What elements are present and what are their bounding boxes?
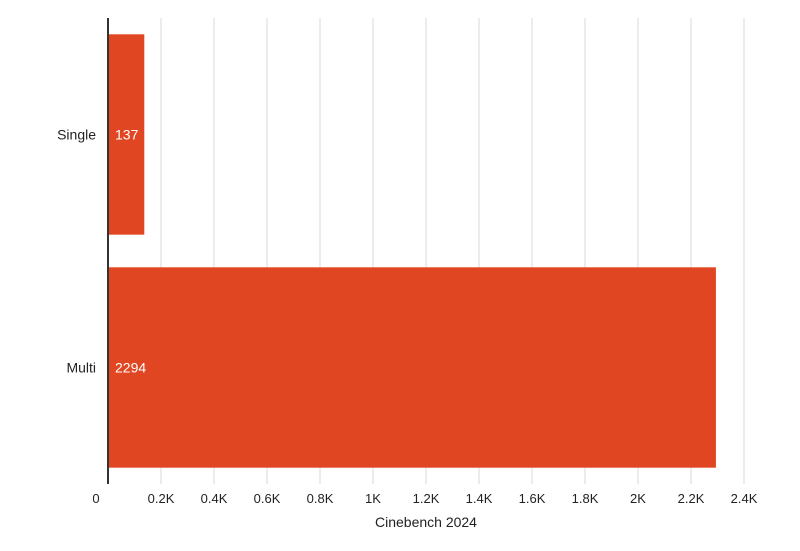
x-tick-label: 0.4K <box>201 491 228 506</box>
x-tick-label: 1.8K <box>572 491 599 506</box>
x-tick-label: 2.4K <box>731 491 758 506</box>
x-axis-ticks: 0 0.2K 0.4K 0.6K 0.8K 1K 1.2K 1.4K 1.6K 1.8K 2K 2.2… <box>92 491 757 506</box>
bars: 137 Single 2294 Multi <box>57 34 716 468</box>
x-tick-label: 0.8K <box>307 491 334 506</box>
x-tick-label: 1K <box>365 491 381 506</box>
x-tick-label: 2K <box>630 491 646 506</box>
bar-single <box>108 34 145 235</box>
x-tick-label: 0.2K <box>148 491 175 506</box>
category-label: Single <box>57 127 96 143</box>
x-tick-label: 1.4K <box>466 491 493 506</box>
x-tick-label: 1.6K <box>519 491 546 506</box>
x-tick-label: 2.2K <box>678 491 705 506</box>
category-label: Multi <box>66 360 96 376</box>
x-tick-label: 0.6K <box>254 491 281 506</box>
x-axis-title: Cinebench 2024 <box>375 514 477 530</box>
x-tick-label: 0 <box>92 491 99 506</box>
bar-value-label: 137 <box>115 127 139 143</box>
x-tick-label: 1.2K <box>413 491 440 506</box>
bar-value-label: 2294 <box>115 360 146 376</box>
bar-multi <box>108 267 716 468</box>
